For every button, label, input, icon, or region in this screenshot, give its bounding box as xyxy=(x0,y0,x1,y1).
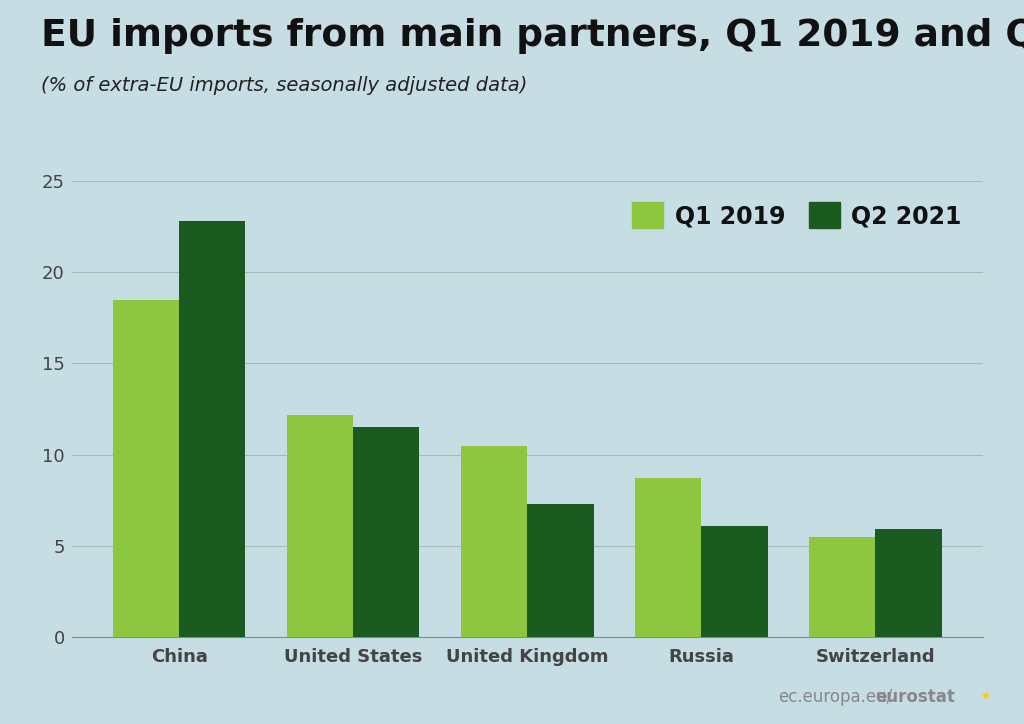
Bar xyxy=(701,526,768,637)
Bar xyxy=(809,536,876,637)
Bar xyxy=(461,445,527,637)
Bar xyxy=(287,415,353,637)
Text: EU imports from main partners, Q1 2019 and Q2 2021: EU imports from main partners, Q1 2019 a… xyxy=(41,18,1024,54)
Text: ec.europa.eu/: ec.europa.eu/ xyxy=(778,688,893,706)
Bar xyxy=(876,529,942,637)
Bar xyxy=(353,427,420,637)
Bar xyxy=(527,504,594,637)
Bar xyxy=(113,300,179,637)
Text: eurostat: eurostat xyxy=(876,688,955,706)
Bar xyxy=(635,479,701,637)
Bar xyxy=(179,221,246,637)
Legend: Q1 2019, Q2 2021: Q1 2019, Q2 2021 xyxy=(623,193,971,237)
Text: ★: ★ xyxy=(981,692,990,702)
Text: (% of extra-EU imports, seasonally adjusted data): (% of extra-EU imports, seasonally adjus… xyxy=(41,76,527,95)
